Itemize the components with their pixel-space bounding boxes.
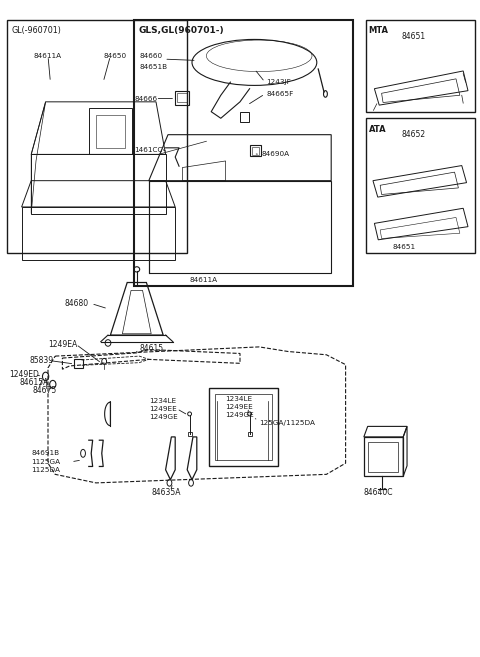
Bar (7, 20, 187, 253)
Bar (215, 394, 272, 460)
Text: 85839: 85839 (30, 356, 54, 365)
Text: MTA: MTA (369, 26, 389, 35)
Text: 84615A: 84615A (19, 378, 48, 387)
Text: 1234LE: 1234LE (149, 397, 176, 404)
Text: 1249EA: 1249EA (48, 340, 77, 349)
Text: 84652: 84652 (402, 130, 426, 139)
Bar (89, 108, 132, 154)
Text: GL(-960701): GL(-960701) (11, 26, 61, 35)
Text: 84691B: 84691B (31, 450, 60, 457)
Text: 1243JF: 1243JF (266, 79, 291, 85)
Text: 1249GE: 1249GE (149, 413, 178, 420)
Bar (364, 437, 403, 476)
Bar (366, 20, 475, 112)
Bar (209, 388, 278, 466)
Bar (134, 20, 353, 286)
Bar (74, 359, 83, 368)
Text: 84660: 84660 (139, 53, 162, 59)
Text: 84680: 84680 (65, 299, 89, 308)
Text: ATA: ATA (369, 125, 386, 134)
Text: 1125GA: 1125GA (31, 459, 60, 465)
Text: GLS,GL(960701-): GLS,GL(960701-) (138, 26, 224, 35)
Bar (366, 118, 475, 253)
Bar (252, 147, 259, 155)
Bar (250, 145, 261, 156)
Text: 84690A: 84690A (262, 151, 290, 158)
Text: 84675: 84675 (33, 386, 57, 396)
Text: 84611A: 84611A (190, 277, 218, 283)
Text: 84651: 84651 (392, 244, 415, 250)
Text: 84635A: 84635A (151, 488, 180, 497)
Bar (177, 93, 187, 102)
Text: 84650: 84650 (103, 53, 126, 59)
Bar (175, 91, 189, 105)
Text: 84666: 84666 (134, 95, 157, 102)
Text: 1461CC: 1461CC (134, 147, 163, 153)
Text: 84640C: 84640C (364, 488, 393, 497)
Text: 84665F: 84665F (266, 91, 294, 97)
Text: 1249ED: 1249ED (10, 370, 39, 379)
Text: 84611A: 84611A (34, 53, 62, 59)
Text: 84651B: 84651B (139, 64, 168, 70)
Bar (248, 432, 252, 436)
Text: 84615: 84615 (139, 344, 163, 353)
Text: 1234LE: 1234LE (226, 396, 253, 403)
Text: 84651: 84651 (402, 32, 426, 41)
Text: 125GA/1125DA: 125GA/1125DA (259, 420, 315, 426)
Text: 1249EE: 1249EE (226, 404, 253, 411)
Bar (368, 442, 398, 472)
Text: 1249EE: 1249EE (149, 405, 177, 412)
Text: 1125DA: 1125DA (31, 467, 60, 474)
Bar (240, 112, 249, 122)
Text: 1249GE: 1249GE (226, 412, 254, 419)
Bar (96, 115, 125, 148)
Bar (188, 432, 192, 436)
